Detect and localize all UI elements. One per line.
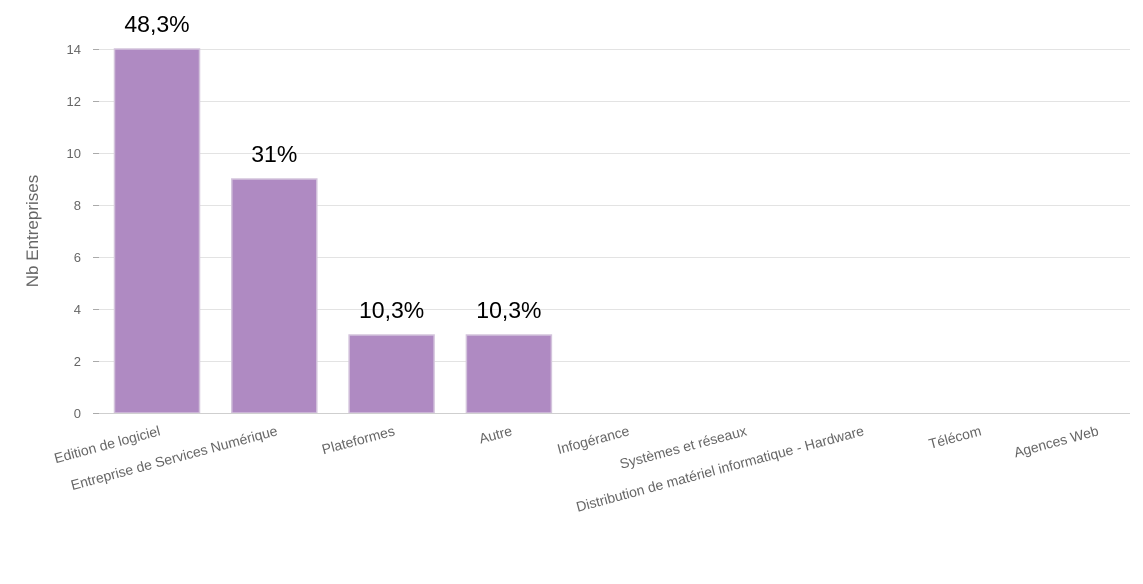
y-tick-label: 14 (67, 42, 81, 57)
x-tick-label: Plateformes (320, 422, 396, 457)
y-tick-label: 6 (74, 250, 81, 265)
y-tick-label: 2 (74, 354, 81, 369)
bar (465, 334, 553, 414)
x-tick-label: Agences Web (1012, 422, 1100, 460)
x-tick-label: Autre (477, 422, 514, 446)
bar (231, 178, 318, 414)
y-tick-label: 8 (74, 198, 81, 213)
y-axis-title: Nb Entreprises (23, 175, 42, 287)
x-tick-label: Télécom (927, 422, 983, 451)
data-labels: 48,3% 31% 10,3% 10,3% (124, 11, 541, 323)
bars (113, 48, 553, 414)
bar (348, 334, 435, 414)
bar (113, 48, 201, 414)
data-label: 10,3% (359, 297, 424, 323)
x-tick-label: Infogérance (555, 422, 631, 457)
data-label: 31% (251, 141, 297, 167)
data-label: 10,3% (476, 297, 541, 323)
x-tick-label: Entreprise de Services Numérique (69, 422, 279, 493)
y-tick-label: 4 (74, 302, 81, 317)
y-tick-label: 12 (67, 94, 81, 109)
data-label: 48,3% (124, 11, 189, 37)
y-tick-label: 0 (74, 406, 81, 421)
y-tick-label: 10 (67, 146, 81, 161)
